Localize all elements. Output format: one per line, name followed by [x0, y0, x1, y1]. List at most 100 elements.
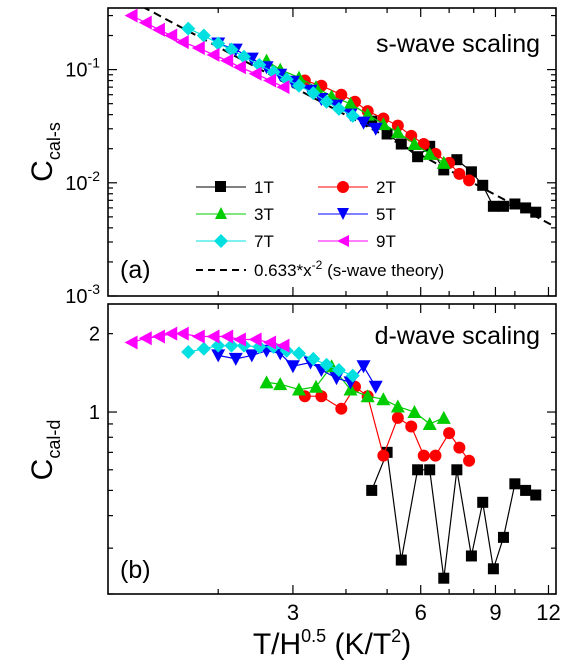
legend-label-3t: 3T — [254, 205, 274, 224]
panel-a-series-9t-point — [175, 35, 189, 50]
panel-a-series-5t-point — [368, 122, 383, 136]
panel-b-series-9t-point — [138, 331, 152, 346]
panel-b-plot — [124, 326, 542, 584]
panel-b-series-2t-point — [377, 449, 390, 462]
panel-a-series-1t-point — [497, 200, 509, 212]
x-tick-label: 6 — [415, 600, 427, 625]
panel-b-series-7t-point — [211, 338, 226, 353]
panel-a-tag: (a) — [120, 256, 151, 284]
panel-b-series-9t-point — [220, 329, 234, 344]
panel-b-series-1t-point — [465, 550, 477, 562]
legend-label-9t: 9T — [376, 232, 396, 251]
panel-b-series-7t-point — [291, 346, 306, 361]
panel-b-series-1t-point — [520, 484, 532, 496]
panel-a-series-1t-point — [477, 179, 489, 191]
panel-a-series-1t-point — [487, 200, 499, 212]
legend-label-theory: 0.633*x-2 (s-wave theory) — [254, 258, 444, 280]
panel-b-series-7t-point — [306, 351, 321, 366]
legend-label-5t: 5T — [376, 205, 396, 224]
panel-a-series-1t-point — [520, 202, 532, 214]
panel-b-series-9t-point — [191, 329, 205, 344]
legend-marker-triangle-up — [215, 207, 227, 219]
panel-b-series-5t-point — [211, 349, 226, 363]
panel-a-series-1t-point — [465, 166, 477, 178]
panel-b-series-3t-point — [436, 410, 451, 424]
legend-item-9t: 9T — [318, 232, 396, 251]
panel-a-series-1t-point — [424, 140, 436, 152]
legend-item-theory: 0.633*x-2 (s-wave theory) — [196, 258, 444, 280]
panel-b-series-2t-point — [443, 427, 456, 440]
x-tick-label: 9 — [489, 600, 501, 625]
legend-item-1t: 1T — [196, 178, 274, 197]
panel-a-series-7t-point — [252, 57, 267, 72]
x-tick-label: 3 — [287, 600, 299, 625]
panel-a-series-3t-point — [343, 96, 358, 110]
panel-b-series-5t-point — [244, 349, 259, 363]
panel-b-title: d-wave scaling — [375, 322, 540, 350]
panel-a-ytick-label: 10-1 — [65, 55, 100, 82]
panel-a-series-7t-point — [319, 94, 334, 109]
panel-b-series-7t-point — [331, 363, 346, 378]
panel-a-series-1t-point — [366, 115, 378, 127]
panel-b-series-2t-point — [315, 390, 328, 403]
panel-b-series-9t-point — [175, 326, 189, 341]
panel-a-plot — [124, 8, 556, 229]
panel-a-series-9t-point — [276, 80, 290, 95]
panel-b-series-2t-point — [405, 420, 418, 433]
panel-a-series-1t-point — [438, 164, 450, 176]
panel-a-series-9t-point — [248, 66, 262, 81]
x-tick-label: 12 — [536, 600, 560, 625]
panel-a-series-9t-point — [206, 47, 220, 62]
panel-a-series-3t-point — [422, 146, 437, 160]
panel-b-series-7t-point — [319, 357, 334, 372]
panel-b-series-7t-point — [345, 368, 360, 383]
panel-a-series-9t-point — [151, 22, 165, 37]
panel-a-series-7t-point — [331, 101, 346, 116]
panel-a-series-9t-point — [263, 73, 277, 88]
panel-b-series-5t-point — [356, 360, 371, 374]
panel-b-series-1t-point — [438, 572, 450, 584]
panel-b-series-5t-point — [285, 360, 300, 374]
panel-b-series-9t-point — [232, 332, 246, 347]
panel-b-tag: (b) — [120, 556, 151, 584]
legend-marker-diamond — [214, 234, 228, 248]
legend-item-5t: 5T — [318, 205, 396, 224]
panel-a-series-7t-point — [181, 21, 196, 36]
panel-a-series-9t-point — [220, 53, 234, 68]
legend-label-1t: 1T — [254, 178, 274, 197]
legend-marker-triangle-down — [337, 208, 349, 220]
panel-b-series-1t-point — [366, 484, 378, 496]
legend-label-7t: 7T — [254, 232, 274, 251]
panel-b-series-3t-point — [390, 399, 405, 413]
panel-a-frame — [107, 7, 557, 297]
panel-a-series-9t-point — [164, 28, 178, 43]
panel-b-series-7t-point — [196, 341, 211, 356]
panel-b-series-1t-point — [424, 464, 436, 476]
panel-a-series-2t-point — [417, 138, 430, 151]
panel-b-series-7t-point — [181, 345, 196, 360]
panel-b-series-1t-point — [497, 531, 509, 543]
panel-a-series-7t-point — [345, 108, 360, 123]
panel-b-series-2t-point — [453, 441, 466, 454]
panel-a-series-9t-point — [124, 8, 138, 23]
panel-a-series-7t-point — [306, 86, 321, 101]
panel-b-series-2t-point — [429, 449, 442, 462]
panel-b-series-7t-point — [224, 338, 239, 353]
panel-b-series-1t-point — [509, 478, 521, 490]
panel-a-series-1t-point — [530, 206, 542, 218]
panel-a-ytick-label: 10-2 — [65, 168, 100, 195]
panel-a-ylabel: Ccal-s — [26, 122, 64, 182]
panel-a-series-9t-point — [191, 41, 205, 56]
legend-marker-circle — [337, 181, 349, 193]
panel-a-series-5t-point — [356, 116, 371, 130]
legend-marker-triangle-left — [337, 235, 349, 247]
panel-a-series-3t-point — [390, 125, 405, 139]
panel-a-series-2t-point — [335, 88, 348, 101]
panel-b-series-1t-line — [371, 450, 537, 579]
panel-b-series-2t-point — [417, 449, 430, 462]
panel-a-series-7t-point — [236, 49, 251, 64]
panel-a-series-9t-point — [138, 15, 152, 30]
panel-b-series-3t-point — [360, 389, 375, 403]
panel-a-series-7t-point — [266, 65, 281, 80]
